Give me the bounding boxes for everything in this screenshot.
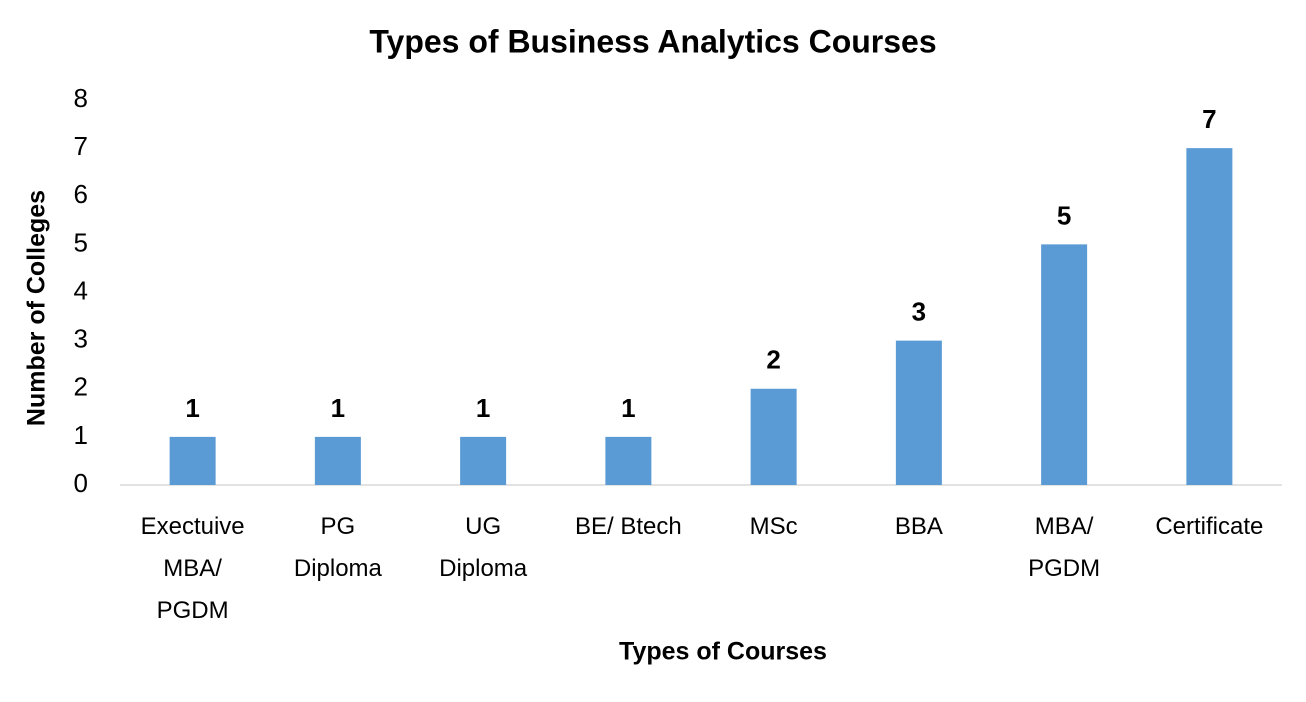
- y-tick-label: 7: [74, 131, 88, 161]
- x-tick-label: PG Diploma: [293, 513, 382, 582]
- y-tick-label: 1: [74, 420, 88, 450]
- data-label: 2: [766, 345, 780, 375]
- x-tick-label: BBA: [894, 513, 943, 540]
- y-tick-label: 4: [74, 275, 88, 305]
- data-label: 1: [331, 393, 345, 423]
- x-tick-label: Exectuive MBA/ PGDM: [140, 513, 245, 624]
- bar: [605, 436, 652, 485]
- x-tick-label: UG Diploma: [439, 513, 528, 582]
- x-axis-title: Types of Courses: [619, 638, 827, 666]
- data-label: 7: [1202, 104, 1216, 134]
- x-tick-label: MSc: [749, 513, 798, 540]
- x-tick-label: Certificate: [1155, 513, 1264, 540]
- x-tick-label: BE/ Btech: [575, 513, 682, 540]
- bar: [169, 436, 216, 485]
- y-axis-title: Number of Colleges: [23, 190, 51, 426]
- y-tick-label: 3: [74, 324, 88, 354]
- x-tick-label: MBA/ PGDM: [1028, 513, 1101, 582]
- bar: [460, 436, 507, 485]
- bar: [895, 340, 942, 485]
- chart-title: Types of Business Analytics Courses: [369, 23, 936, 59]
- y-tick-label: 2: [74, 372, 88, 402]
- bar: [750, 388, 797, 485]
- data-label: 1: [476, 393, 490, 423]
- data-label: 3: [912, 297, 926, 327]
- y-tick-label: 8: [74, 83, 88, 113]
- bar: [1041, 244, 1088, 485]
- y-tick-label: 5: [74, 227, 88, 257]
- data-label: 1: [621, 393, 635, 423]
- data-label: 5: [1057, 200, 1071, 230]
- bar: [1186, 148, 1233, 485]
- y-tick-label: 0: [74, 468, 88, 498]
- bar: [314, 436, 361, 485]
- y-tick-label: 6: [74, 179, 88, 209]
- data-label: 1: [185, 393, 199, 423]
